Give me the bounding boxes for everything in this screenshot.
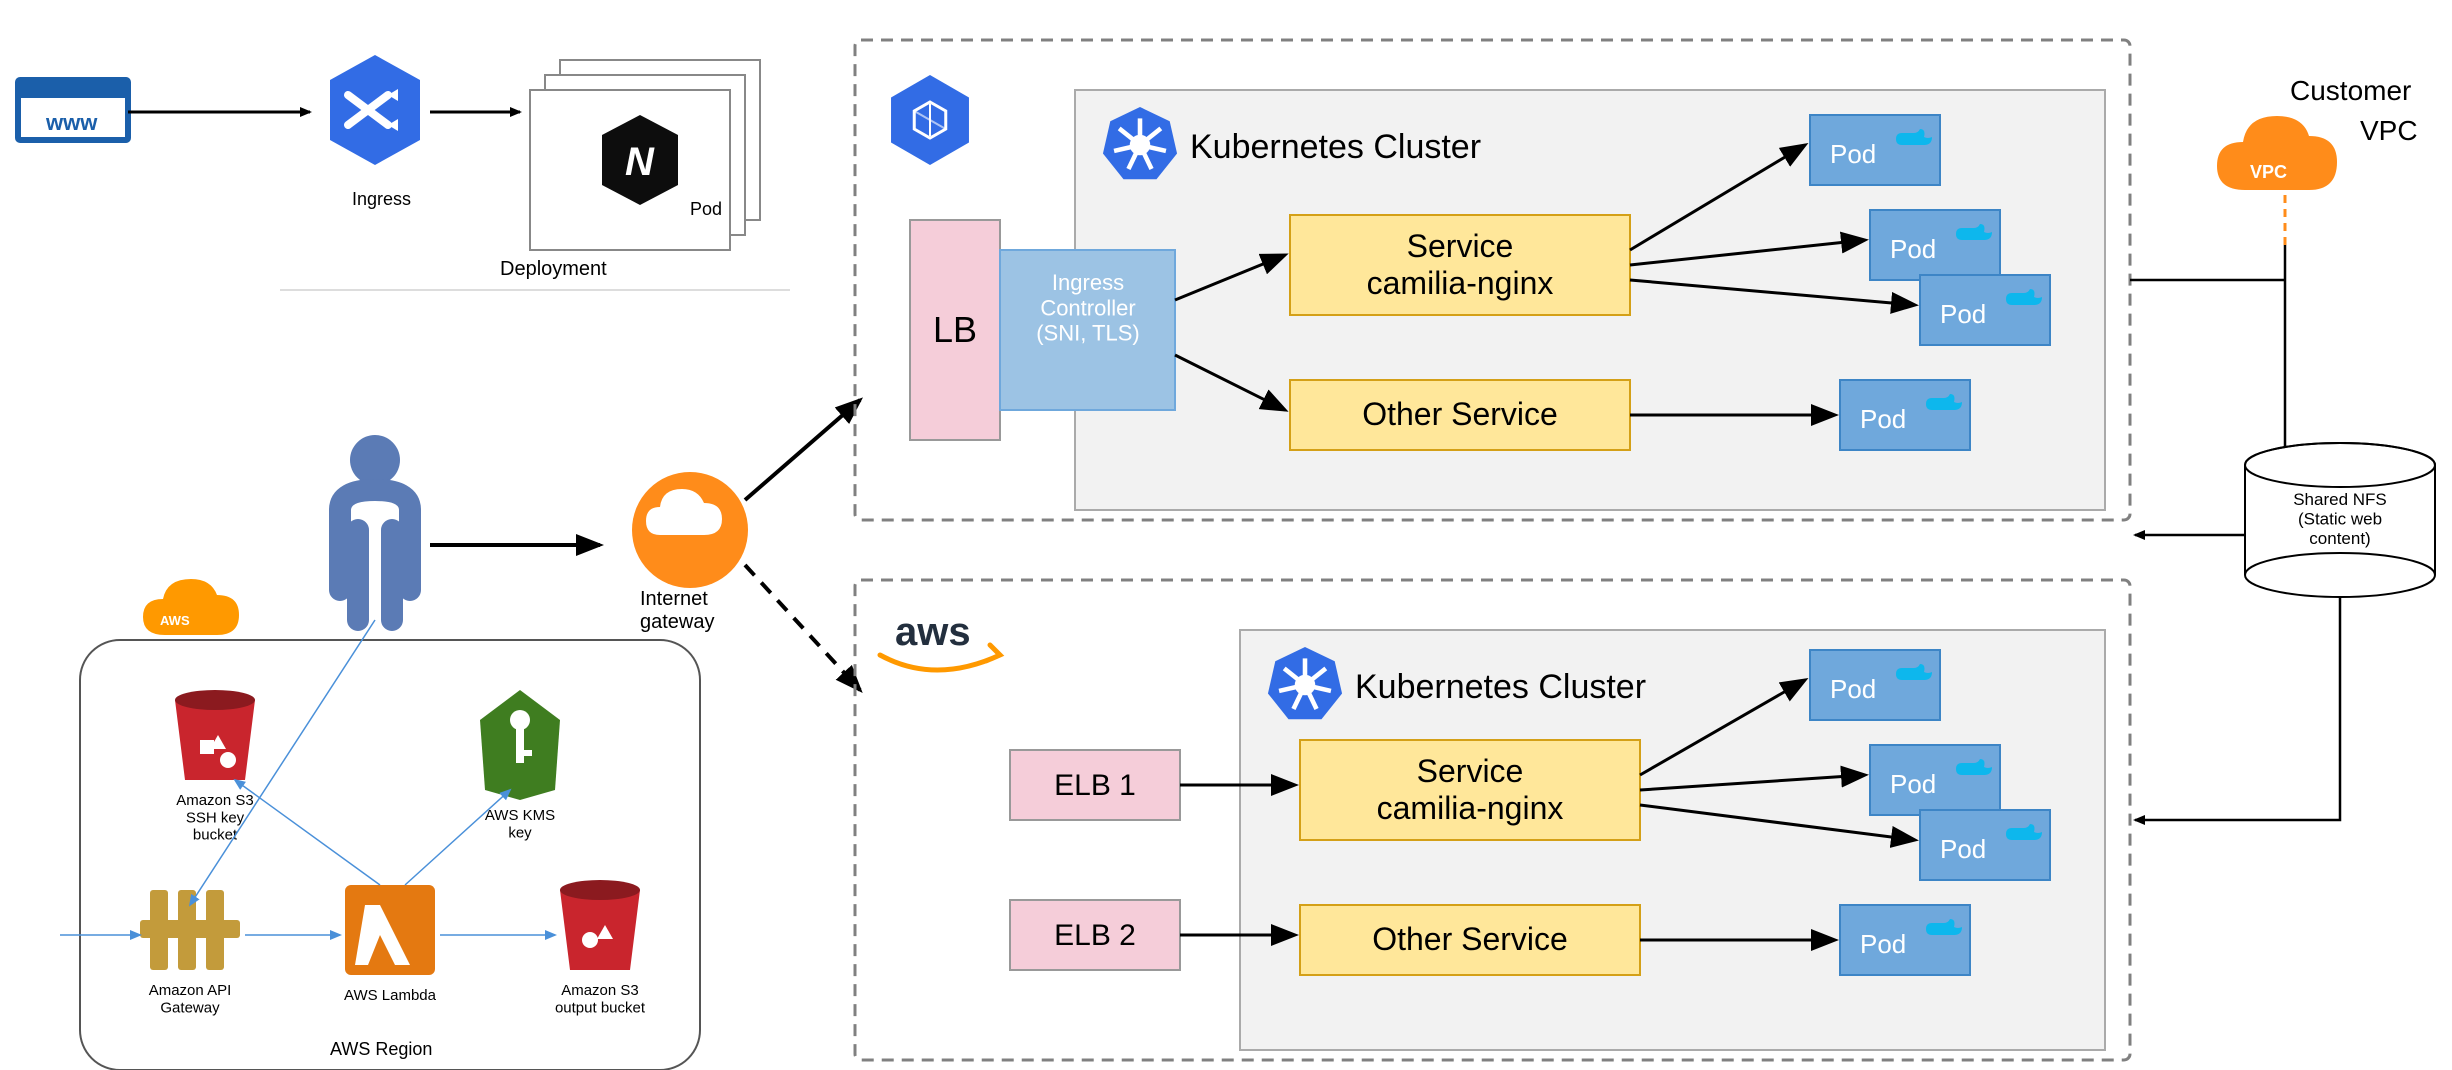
pod-label: Pod	[1940, 834, 1986, 864]
elb2-box: ELB 2	[1054, 919, 1136, 952]
pod-box: Pod	[1870, 210, 2000, 280]
svg-text:AWS: AWS	[160, 613, 190, 628]
user-section: Internetgateway	[340, 400, 860, 690]
service-other-bottom: Other Service	[1372, 921, 1568, 957]
aws-badge: AWS	[143, 579, 239, 635]
kms-icon	[480, 690, 560, 800]
right-side: CustomerVPCVPCShared NFS(Static webconte…	[2130, 75, 2435, 820]
top-cluster: Kubernetes ClusterLBIngressController(SN…	[855, 40, 2130, 520]
aws-logo-label: aws	[895, 610, 971, 654]
elb1-box: ELB 1	[1054, 769, 1136, 802]
svg-text:N: N	[625, 140, 655, 184]
customer-label: Customer	[2290, 75, 2411, 106]
pod-box: Pod	[1870, 745, 2000, 815]
pod-label: Pod	[1860, 929, 1906, 959]
pod-box: Pod	[1810, 650, 1940, 720]
architecture-diagram: www Ingress N Pod Deployment Internetgateway A…	[0, 0, 2452, 1070]
s3-out-label: Amazon S3output bucket	[555, 982, 646, 1016]
vpc-badge-label: VPC	[2250, 162, 2287, 182]
pod-label: Pod	[1830, 674, 1876, 704]
api-gw-label: Amazon APIGateway	[149, 982, 232, 1016]
lambda-icon	[345, 885, 435, 975]
aws-region: AWS Region Amazon S3SSH keybucket AWS KMSk…	[80, 640, 700, 1070]
pod-label: Pod	[1890, 234, 1936, 264]
pod-box: Pod	[1840, 380, 1970, 450]
s3-ssh-icon	[175, 690, 255, 780]
bottom-cluster-title: Kubernetes Cluster	[1355, 668, 1646, 706]
gke-icon	[891, 75, 969, 165]
internet-gateway-label: Internetgateway	[640, 588, 715, 633]
aws-region-label: AWS Region	[330, 1039, 432, 1059]
vpc-label: VPC	[2360, 115, 2418, 146]
s3-ssh-label: Amazon S3SSH keybucket	[176, 792, 254, 844]
lb-box: LB	[933, 309, 977, 350]
s3-output-icon	[560, 880, 640, 970]
www-label: www	[45, 110, 98, 135]
kms-label: AWS KMSkey	[485, 807, 555, 841]
ingress-label: Ingress	[352, 189, 411, 209]
top-cluster-title: Kubernetes Cluster	[1190, 128, 1481, 166]
pod-label: Pod	[1830, 139, 1876, 169]
pod-label: Pod	[1890, 769, 1936, 799]
pod-label: Pod	[1940, 299, 1986, 329]
lambda-label: AWS Lambda	[344, 987, 437, 1004]
pod-box: Pod	[1920, 275, 2050, 345]
header-flow: www Ingress N Pod Deployment	[18, 55, 790, 290]
service-other-top: Other Service	[1362, 396, 1558, 432]
pod-box: Pod	[1920, 810, 2050, 880]
pod-label: Pod	[1860, 404, 1906, 434]
ingress-icon	[330, 55, 420, 165]
deployment-label: Deployment	[500, 258, 607, 280]
pod-label: Pod	[690, 199, 722, 219]
pod-box: Pod	[1840, 905, 1970, 975]
api-gateway-icon	[140, 890, 240, 970]
bottom-cluster: awsKubernetes ClusterELB 1ELB 2Serviceca…	[855, 580, 2130, 1060]
pod-box: Pod	[1810, 115, 1940, 185]
deployment-stack: N Pod	[530, 60, 760, 250]
